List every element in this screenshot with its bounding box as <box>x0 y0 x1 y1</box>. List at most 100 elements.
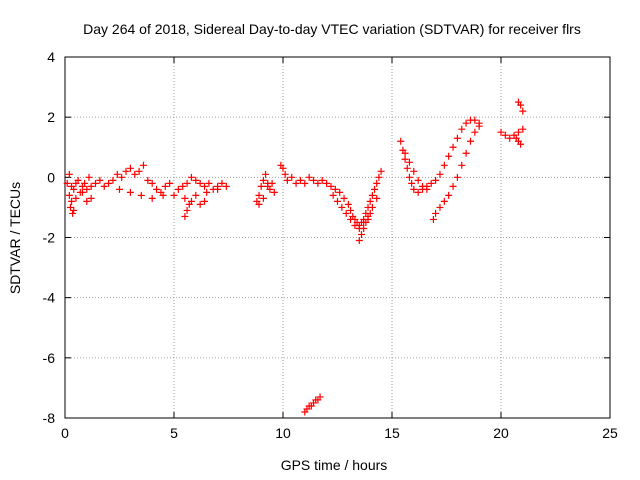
data-point <box>429 215 437 223</box>
y-tick-label: -2 <box>43 230 56 246</box>
y-tick-label: -8 <box>43 410 56 426</box>
data-point <box>283 176 291 184</box>
data-point <box>462 149 470 157</box>
data-point <box>351 221 359 229</box>
data-point <box>453 173 461 181</box>
x-tick-label: 10 <box>275 425 291 441</box>
data-point <box>466 137 474 145</box>
data-point <box>262 170 270 178</box>
data-point <box>72 194 80 202</box>
data-point <box>192 176 200 184</box>
data-point <box>105 179 113 187</box>
data-points <box>63 98 527 416</box>
data-point <box>281 170 289 178</box>
data-point <box>373 194 381 202</box>
data-point <box>517 101 525 109</box>
data-point <box>131 170 139 178</box>
data-point <box>113 170 121 178</box>
data-point <box>159 191 167 199</box>
data-point <box>139 161 147 169</box>
data-point <box>366 209 374 217</box>
data-point <box>187 173 195 181</box>
data-point <box>81 179 89 187</box>
data-point <box>96 176 104 184</box>
data-point <box>366 197 374 205</box>
data-point <box>70 185 78 193</box>
data-point <box>137 191 145 199</box>
data-point <box>126 188 134 196</box>
data-point <box>116 185 123 193</box>
data-point <box>85 173 93 181</box>
data-point <box>218 179 226 187</box>
data-point <box>475 122 483 130</box>
data-point <box>368 191 376 199</box>
data-point <box>517 140 525 148</box>
data-point <box>257 182 265 190</box>
data-point <box>449 182 457 190</box>
data-point <box>419 182 427 190</box>
data-point <box>183 206 191 214</box>
data-point <box>268 179 276 187</box>
data-point <box>432 176 440 184</box>
data-point <box>122 167 130 175</box>
x-tick-label: 0 <box>61 425 69 441</box>
data-point <box>316 393 324 401</box>
data-point <box>323 179 331 187</box>
data-point <box>410 167 418 175</box>
y-tick-label: 2 <box>47 109 55 125</box>
data-point <box>292 179 300 187</box>
data-point <box>403 164 411 172</box>
data-point <box>166 179 174 187</box>
data-point <box>377 167 385 175</box>
data-point <box>255 200 263 208</box>
data-point <box>255 191 263 199</box>
data-point <box>135 167 143 175</box>
data-point <box>405 173 413 181</box>
data-point <box>471 128 479 136</box>
data-point <box>144 176 152 184</box>
data-point <box>347 215 355 223</box>
data-point <box>334 197 341 205</box>
data-point <box>161 182 169 190</box>
data-point <box>519 125 527 133</box>
data-point <box>405 158 413 166</box>
data-point <box>203 188 211 196</box>
data-point <box>301 179 309 187</box>
data-point <box>181 212 189 220</box>
data-point <box>192 191 200 199</box>
data-point <box>501 131 509 139</box>
data-point <box>360 224 368 232</box>
x-tick-label: 5 <box>170 425 178 441</box>
data-point <box>445 191 453 199</box>
data-point <box>214 185 222 193</box>
x-axis-label: GPS time / hours <box>281 457 388 473</box>
tick-layer: 0 5 10 15 20 25 -8 -6 -4 -2 0 2 4 <box>43 49 618 441</box>
data-point <box>70 206 78 214</box>
data-point <box>126 164 134 172</box>
data-point <box>187 197 195 205</box>
data-point <box>87 194 95 202</box>
data-point <box>196 179 204 187</box>
data-point <box>373 179 381 187</box>
data-point <box>66 203 74 211</box>
data-point <box>342 209 350 217</box>
data-point <box>453 134 461 142</box>
data-point <box>357 230 365 238</box>
data-point <box>87 182 95 190</box>
data-point <box>401 155 409 163</box>
data-point <box>449 143 457 151</box>
data-point <box>270 188 278 196</box>
data-point <box>314 179 322 187</box>
data-point <box>222 182 230 190</box>
data-point <box>462 119 470 127</box>
data-point <box>338 203 346 211</box>
data-point <box>397 137 405 145</box>
x-tick-label: 15 <box>384 425 400 441</box>
data-point <box>336 188 344 196</box>
data-point <box>375 173 383 181</box>
data-point <box>196 200 204 208</box>
data-point <box>305 173 313 181</box>
data-point <box>78 188 86 196</box>
chart-title: Day 264 of 2018, Sidereal Day-to-day VTE… <box>83 21 581 37</box>
